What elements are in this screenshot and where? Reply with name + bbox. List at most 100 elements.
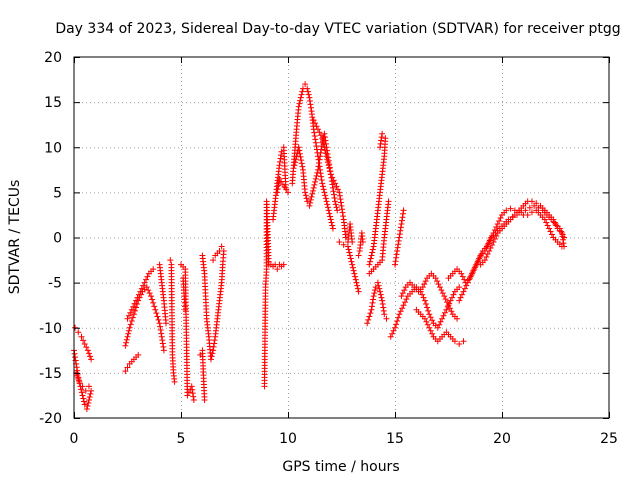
data-point xyxy=(157,323,164,330)
data-point xyxy=(474,258,481,265)
data-point xyxy=(327,213,334,220)
data-point xyxy=(85,383,92,390)
data-point xyxy=(337,199,344,206)
data-point xyxy=(317,132,324,139)
data-point xyxy=(489,242,496,249)
data-point xyxy=(421,297,428,304)
data-point xyxy=(302,192,309,199)
data-point xyxy=(355,252,362,259)
data-point xyxy=(421,281,428,288)
x-axis-label: GPS time / hours xyxy=(282,459,399,475)
data-point xyxy=(397,224,404,231)
data-point xyxy=(320,141,327,148)
data-point xyxy=(445,302,452,309)
data-point xyxy=(352,273,359,280)
data-point xyxy=(470,267,477,274)
data-point xyxy=(189,390,196,397)
data-point xyxy=(329,174,336,181)
data-point xyxy=(349,239,356,246)
data-point xyxy=(131,307,138,314)
data-point xyxy=(339,209,346,216)
data-point xyxy=(551,219,558,226)
data-point xyxy=(369,246,376,253)
data-point xyxy=(126,324,133,331)
data-point xyxy=(218,243,225,250)
data-point xyxy=(348,258,355,265)
data-point xyxy=(295,103,302,110)
data-point xyxy=(367,255,374,262)
data-point xyxy=(319,183,326,190)
data-point xyxy=(456,340,463,347)
data-point xyxy=(524,211,531,218)
data-point xyxy=(456,297,463,304)
data-point xyxy=(88,356,95,363)
data-point xyxy=(377,140,384,147)
data-point xyxy=(423,318,430,325)
data-point xyxy=(459,273,466,280)
data-point xyxy=(396,231,403,238)
y-tick-label: 15 xyxy=(44,95,62,111)
data-point xyxy=(133,297,140,304)
data-point xyxy=(302,189,309,196)
data-point xyxy=(424,304,431,311)
data-point xyxy=(151,303,158,310)
data-point xyxy=(159,337,166,344)
data-point xyxy=(376,285,383,292)
data-point xyxy=(382,135,389,142)
data-point xyxy=(369,249,376,256)
data-point xyxy=(75,329,82,336)
data-point xyxy=(163,320,170,327)
data-point xyxy=(450,291,457,298)
data-point xyxy=(85,350,92,357)
data-point xyxy=(336,192,343,199)
data-point xyxy=(353,279,360,286)
data-point xyxy=(188,383,195,390)
data-point xyxy=(84,402,91,409)
data-point xyxy=(298,91,305,98)
data-point xyxy=(447,297,454,304)
data-point xyxy=(331,195,338,202)
data-point xyxy=(544,222,551,229)
data-point xyxy=(324,201,331,208)
data-point xyxy=(486,248,493,255)
data-point xyxy=(526,204,533,211)
data-point xyxy=(314,166,321,173)
data-point xyxy=(135,291,142,298)
data-point xyxy=(85,399,92,406)
data-point xyxy=(403,296,410,303)
data-point xyxy=(149,296,156,303)
data-point xyxy=(280,261,287,268)
data-point xyxy=(378,137,385,144)
data-point xyxy=(467,273,474,280)
data-point xyxy=(547,228,554,235)
data-point xyxy=(158,330,165,337)
data-point xyxy=(487,245,494,252)
data-point xyxy=(302,81,309,88)
data-point xyxy=(312,139,319,146)
data-point xyxy=(80,395,87,402)
data-point xyxy=(354,285,361,292)
data-point xyxy=(354,282,361,289)
data-point xyxy=(124,315,131,322)
data-point xyxy=(182,306,189,313)
data-point xyxy=(312,175,319,182)
data-point xyxy=(446,305,453,312)
data-point xyxy=(331,191,338,198)
data-point xyxy=(207,356,214,363)
data-point xyxy=(292,159,299,166)
data-point xyxy=(209,350,216,357)
data-point xyxy=(309,190,316,197)
data-point xyxy=(83,344,90,351)
data-point xyxy=(315,163,322,170)
data-point xyxy=(311,181,318,188)
data-point xyxy=(159,340,166,347)
data-point xyxy=(296,100,303,107)
data-point xyxy=(421,315,428,322)
data-point xyxy=(211,340,218,347)
data-point xyxy=(370,296,377,303)
data-point xyxy=(128,306,135,313)
data-point xyxy=(558,229,565,236)
data-point xyxy=(307,196,314,203)
data-point xyxy=(137,288,144,295)
data-point xyxy=(369,299,376,306)
